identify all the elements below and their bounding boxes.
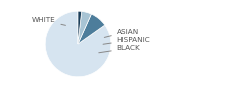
Text: WHITE: WHITE <box>32 17 66 25</box>
Wedge shape <box>78 14 105 44</box>
Text: BLACK: BLACK <box>99 45 140 53</box>
Wedge shape <box>78 11 91 44</box>
Wedge shape <box>78 11 82 44</box>
Wedge shape <box>45 11 111 77</box>
Text: ASIAN: ASIAN <box>104 28 139 37</box>
Text: HISPANIC: HISPANIC <box>103 37 150 44</box>
